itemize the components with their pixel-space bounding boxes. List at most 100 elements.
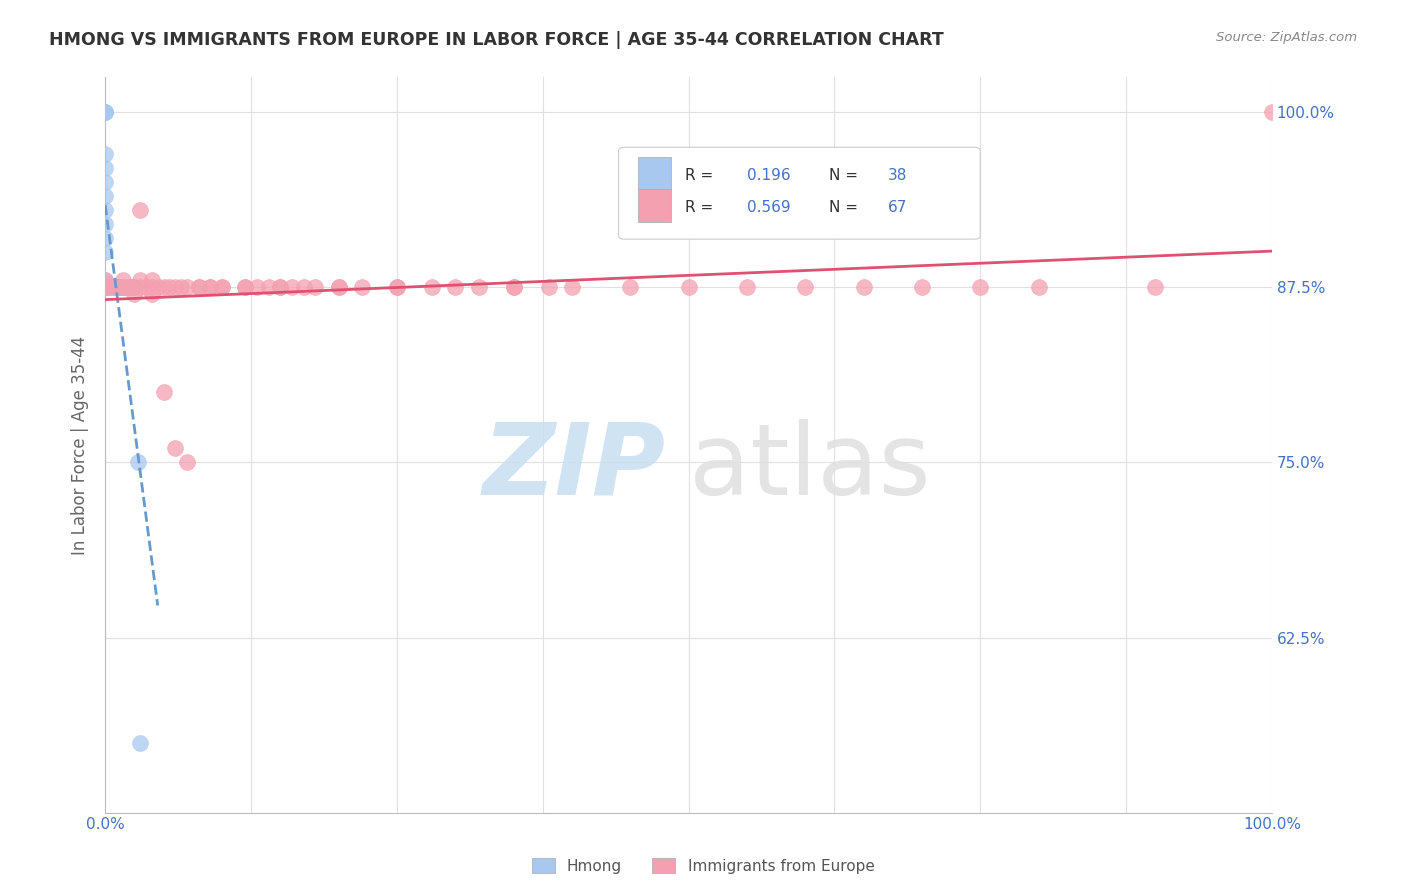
Point: [96, 280, 118, 294]
Point: [129, 273, 152, 287]
FancyBboxPatch shape: [619, 147, 980, 239]
Point: [94, 147, 117, 161]
Text: N =: N =: [828, 168, 862, 183]
Point: [94, 105, 117, 120]
Point: [112, 280, 135, 294]
Point: [502, 280, 524, 294]
Point: [105, 280, 128, 294]
Point: [94, 176, 117, 190]
Point: [157, 280, 180, 294]
Point: [117, 280, 139, 294]
Point: [111, 280, 134, 294]
Point: [350, 280, 373, 294]
Point: [100, 280, 122, 294]
Point: [257, 280, 280, 294]
Point: [735, 280, 758, 294]
Legend: Hmong, Immigrants from Europe: Hmong, Immigrants from Europe: [526, 852, 880, 880]
Text: 38: 38: [889, 168, 907, 183]
Point: [94, 273, 117, 287]
Point: [129, 280, 152, 294]
Point: [1028, 280, 1050, 294]
Point: [107, 280, 129, 294]
Point: [233, 280, 256, 294]
Point: [135, 280, 157, 294]
Text: HMONG VS IMMIGRANTS FROM EUROPE IN LABOR FORCE | AGE 35-44 CORRELATION CHART: HMONG VS IMMIGRANTS FROM EUROPE IN LABOR…: [49, 31, 943, 49]
Point: [269, 280, 291, 294]
Point: [96, 280, 118, 294]
Point: [385, 280, 408, 294]
Point: [911, 280, 934, 294]
Point: [444, 280, 467, 294]
Point: [233, 280, 256, 294]
Point: [129, 735, 152, 749]
Point: [98, 280, 121, 294]
Point: [852, 280, 875, 294]
Point: [100, 280, 122, 294]
Point: [165, 280, 187, 294]
Point: [292, 280, 315, 294]
Point: [96, 280, 118, 294]
Point: [794, 280, 817, 294]
Point: [111, 280, 134, 294]
Point: [420, 280, 443, 294]
Point: [328, 280, 350, 294]
Point: [170, 280, 193, 294]
Point: [1261, 105, 1284, 120]
Point: [94, 273, 117, 287]
Point: [108, 280, 131, 294]
Point: [385, 280, 408, 294]
Point: [94, 280, 117, 294]
Point: [94, 280, 117, 294]
Point: [127, 455, 149, 469]
Point: [1144, 280, 1167, 294]
Point: [110, 280, 132, 294]
Text: ZIP: ZIP: [482, 418, 665, 516]
Point: [103, 280, 125, 294]
Point: [200, 280, 222, 294]
Text: 67: 67: [889, 200, 907, 215]
Point: [537, 280, 560, 294]
Point: [467, 280, 489, 294]
Point: [111, 273, 134, 287]
Point: [94, 245, 117, 260]
Point: [141, 287, 163, 301]
Point: [502, 280, 524, 294]
Point: [129, 203, 152, 218]
Point: [152, 385, 174, 400]
Point: [176, 455, 198, 469]
Point: [94, 231, 117, 245]
Point: [115, 280, 138, 294]
Text: 0.569: 0.569: [747, 200, 790, 215]
Point: [969, 280, 991, 294]
Point: [110, 280, 132, 294]
Point: [304, 280, 326, 294]
Point: [94, 161, 117, 176]
Point: [124, 280, 146, 294]
Point: [94, 203, 117, 218]
Point: [141, 280, 163, 294]
Point: [124, 280, 146, 294]
Point: [187, 280, 209, 294]
Point: [619, 280, 641, 294]
Point: [269, 280, 291, 294]
Point: [104, 280, 127, 294]
Text: Source: ZipAtlas.com: Source: ZipAtlas.com: [1216, 31, 1357, 45]
Point: [101, 280, 124, 294]
Point: [103, 280, 125, 294]
Point: [165, 442, 187, 456]
Point: [246, 280, 269, 294]
FancyBboxPatch shape: [638, 189, 671, 222]
Point: [281, 280, 304, 294]
Point: [211, 280, 233, 294]
Point: [105, 280, 128, 294]
Point: [124, 287, 146, 301]
Point: [141, 273, 163, 287]
Point: [97, 280, 120, 294]
Point: [211, 280, 233, 294]
Point: [176, 280, 198, 294]
Point: [97, 280, 120, 294]
Point: [94, 105, 117, 120]
Point: [561, 280, 583, 294]
Text: R =: R =: [685, 168, 718, 183]
Text: R =: R =: [685, 200, 718, 215]
